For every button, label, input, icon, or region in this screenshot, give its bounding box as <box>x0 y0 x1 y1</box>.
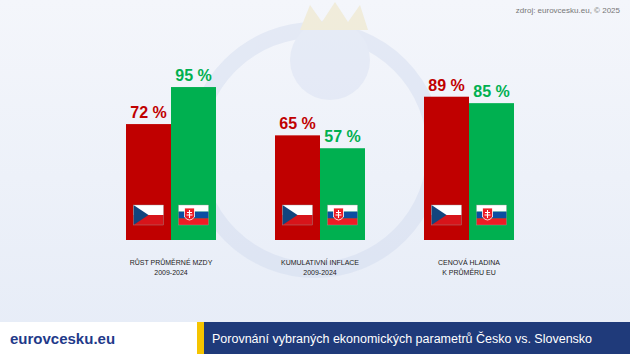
flag-cz <box>432 205 462 225</box>
bar <box>275 135 320 240</box>
footer-bar <box>204 322 630 354</box>
flag-sk <box>179 205 209 225</box>
category-line: RŮST PRŮMĚRNÉ MZDY <box>130 258 213 266</box>
bars <box>126 87 514 240</box>
category-line: K PRŮMĚRU EU <box>442 268 496 276</box>
chart: 72 % 95 % RŮST PRŮMĚRNÉ MZDY 2009-2024 65 % 5… <box>0 0 630 354</box>
data-label: 95 % <box>175 67 211 84</box>
source: zdroj: eurovcesku.eu, © 2025 <box>516 6 621 15</box>
footer-stripe <box>197 322 204 354</box>
background <box>0 0 630 354</box>
footer-logo: eurovcesku.eu <box>10 330 115 347</box>
bar <box>424 97 469 240</box>
category-line: KUMULATIVNÍ INFLACE <box>281 258 359 266</box>
data-label: 57 % <box>324 128 360 145</box>
category-label: KUMULATIVNÍ INFLACE 2009-2024 <box>281 258 359 276</box>
flag-cz <box>283 205 313 225</box>
category-label: RŮST PRŮMĚRNÉ MZDY 2009-2024 <box>130 258 213 276</box>
bar <box>171 87 216 240</box>
category-line: CENOVÁ HLADINA <box>438 258 500 266</box>
emblem <box>195 2 435 270</box>
bar <box>469 103 514 240</box>
flag-sk <box>477 205 507 225</box>
flag-cz <box>134 205 164 225</box>
category-line: 2009-2024 <box>154 269 188 276</box>
bar <box>126 124 171 240</box>
data-label: 72 % <box>130 104 166 121</box>
flag-sk <box>328 205 358 225</box>
data-label: 89 % <box>428 77 464 94</box>
category-line: 2009-2024 <box>303 269 337 276</box>
data-label: 65 % <box>279 115 315 132</box>
footer-logo-box <box>0 322 197 354</box>
data-label: 85 % <box>473 83 509 100</box>
category-label: CENOVÁ HLADINA K PRŮMĚRU EU <box>438 258 500 276</box>
bar <box>320 148 365 240</box>
overlay: 72 % 95 % RŮST PRŮMĚRNÉ MZDY 2009-2024 65 % 5… <box>130 67 510 276</box>
title: Porovnání vybraných ekonomických paramet… <box>212 331 592 346</box>
